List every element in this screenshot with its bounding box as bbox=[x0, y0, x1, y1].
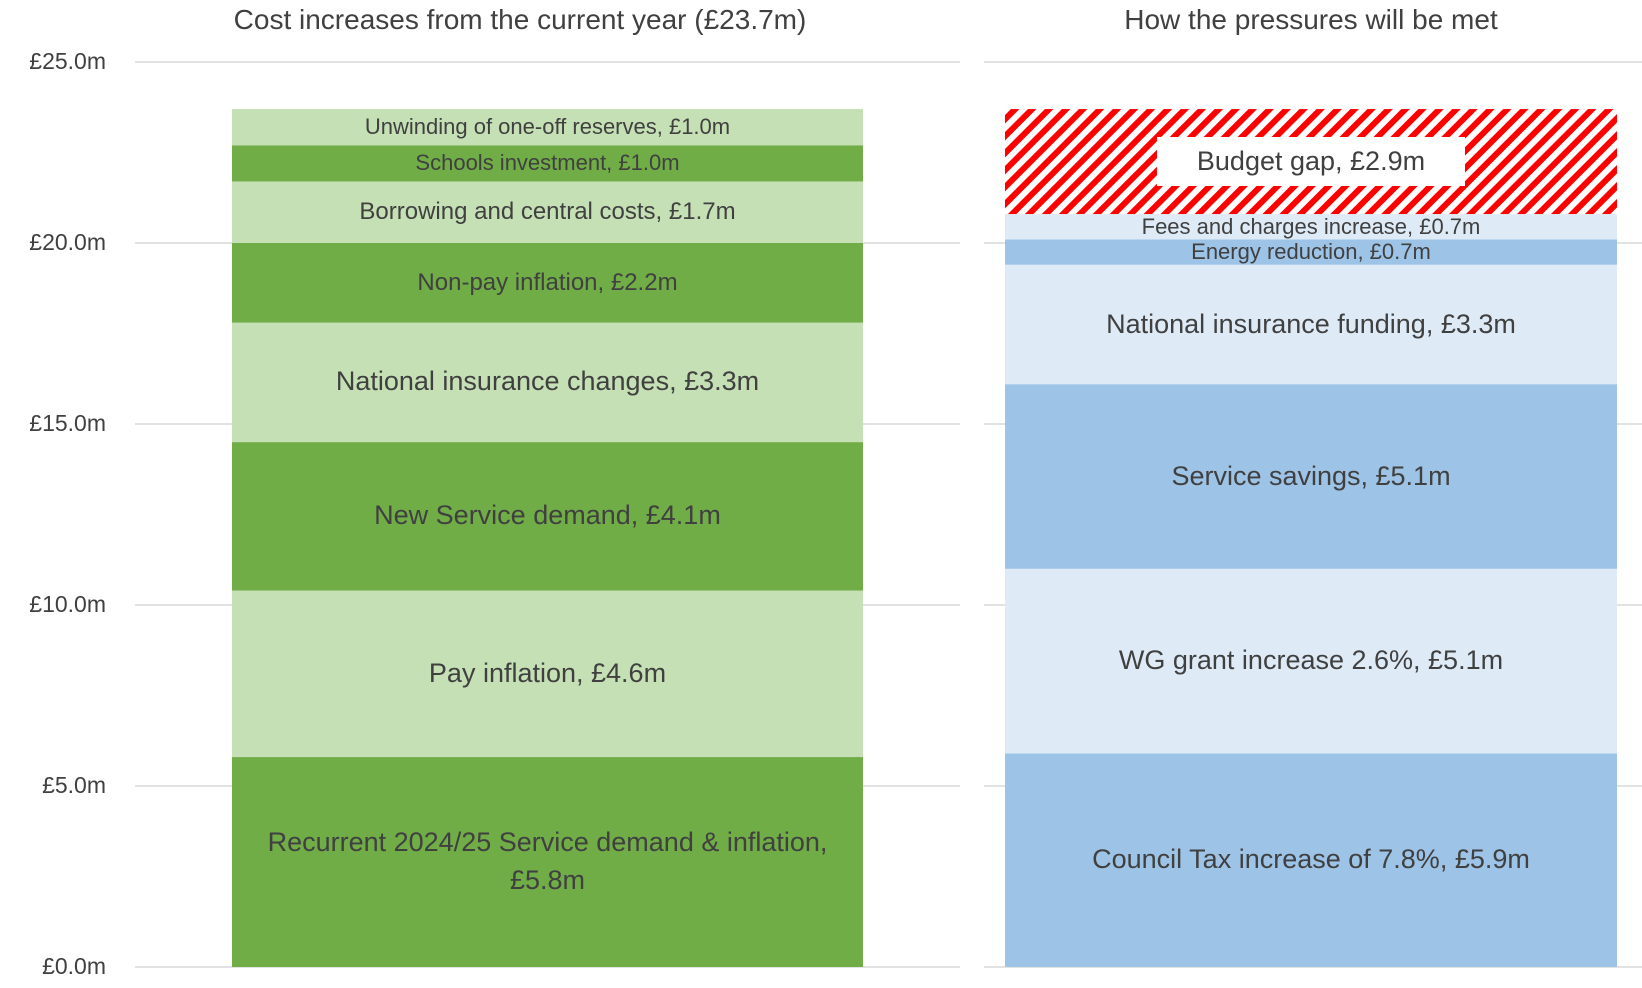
bar-segment bbox=[232, 590, 863, 758]
bar-segment bbox=[1005, 264, 1617, 385]
data-label: Fees and charges increase, £0.7m bbox=[1005, 214, 1617, 239]
data-label-text: Fees and charges increase, £0.7m bbox=[1141, 213, 1481, 239]
data-label-text: Schools investment, £1.0m bbox=[415, 150, 680, 176]
data-label-text: Budget gap, £2.9m bbox=[1156, 136, 1466, 187]
data-label: Budget gap, £2.9m bbox=[1005, 109, 1617, 214]
panel-title: How the pressures will be met bbox=[1005, 4, 1617, 36]
data-label: National insurance changes, £3.3m bbox=[232, 323, 863, 442]
y-tick-label-text: £15.0m bbox=[29, 410, 106, 436]
y-tick-label: £20.0m bbox=[6, 229, 106, 256]
data-label-text: Borrowing and central costs, £1.7m bbox=[359, 198, 736, 226]
bar-segment bbox=[232, 109, 863, 146]
y-tick-label: £15.0m bbox=[6, 410, 106, 437]
data-label-text: New Service demand, £4.1m bbox=[374, 500, 721, 531]
data-label-text: Unwinding of one-off reserves, £1.0m bbox=[364, 114, 731, 140]
y-tick-label-text: £25.0m bbox=[29, 48, 106, 74]
bar-segment bbox=[1005, 384, 1617, 569]
y-tick-label: £0.0m bbox=[6, 953, 106, 980]
data-label: Unwinding of one-off reserves, £1.0m bbox=[232, 109, 863, 145]
bar-segment bbox=[232, 181, 863, 243]
y-tick-label-text: £10.0m bbox=[29, 591, 106, 617]
data-label-text: Service savings, £5.1m bbox=[1171, 460, 1451, 491]
data-label: Pay inflation, £4.6m bbox=[232, 591, 863, 758]
data-label-text: Council Tax increase of 7.8%, £5.9m bbox=[1092, 844, 1530, 875]
bar-segment bbox=[232, 442, 863, 591]
data-label-text: National insurance changes, £3.3m bbox=[335, 366, 760, 397]
data-label-text: Pay inflation, £4.6m bbox=[428, 657, 667, 688]
data-label-text: Energy reduction, £0.7m bbox=[1191, 239, 1431, 265]
panel-title: Cost increases from the current year (£2… bbox=[170, 4, 870, 36]
y-tick-label-text: £20.0m bbox=[29, 229, 106, 255]
bar-segment bbox=[1005, 214, 1617, 240]
y-tick-label-text: £5.0m bbox=[42, 772, 106, 798]
data-label: WG grant increase 2.6%, £5.1m bbox=[1005, 569, 1617, 754]
bar-segment bbox=[1005, 753, 1617, 967]
bar-segment bbox=[1005, 568, 1617, 754]
data-label: Non-pay inflation, £2.2m bbox=[232, 243, 863, 323]
panel-title-text: How the pressures will be met bbox=[1124, 4, 1498, 35]
data-label-text: National insurance funding, £3.3m bbox=[1106, 308, 1516, 339]
data-label: Service savings, £5.1m bbox=[1005, 384, 1617, 569]
bar-segment bbox=[232, 322, 863, 443]
panel-title-text: Cost increases from the current year (£2… bbox=[233, 4, 807, 35]
bar-segment bbox=[232, 243, 863, 323]
data-label: Council Tax increase of 7.8%, £5.9m bbox=[1005, 753, 1617, 967]
data-label-text: WG grant increase 2.6%, £5.1m bbox=[1118, 645, 1504, 676]
data-label-text: Recurrent 2024/25 Service demand & infla… bbox=[267, 827, 828, 895]
data-label: Borrowing and central costs, £1.7m bbox=[232, 181, 863, 243]
y-tick-label-text: £0.0m bbox=[42, 953, 106, 979]
bar-segment bbox=[1005, 239, 1617, 265]
data-label: Recurrent 2024/25 Service demand & infla… bbox=[232, 757, 863, 967]
y-tick-label: £5.0m bbox=[6, 772, 106, 799]
y-tick-label: £25.0m bbox=[6, 48, 106, 75]
data-label: Energy reduction, £0.7m bbox=[1005, 239, 1617, 264]
data-label: New Service demand, £4.1m bbox=[232, 442, 863, 590]
y-tick-label: £10.0m bbox=[6, 591, 106, 618]
data-label: National insurance funding, £3.3m bbox=[1005, 265, 1617, 384]
bar-segment bbox=[232, 757, 863, 967]
data-label: Schools investment, £1.0m bbox=[232, 145, 863, 181]
data-label-text: Non-pay inflation, £2.2m bbox=[417, 269, 678, 297]
bar-segment bbox=[232, 145, 863, 182]
